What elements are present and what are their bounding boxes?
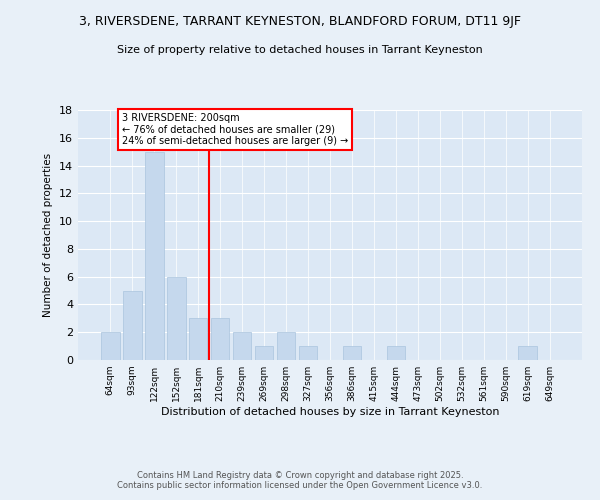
Bar xyxy=(211,318,229,360)
Bar xyxy=(101,332,119,360)
Bar xyxy=(145,152,164,360)
Bar xyxy=(343,346,361,360)
X-axis label: Distribution of detached houses by size in Tarrant Keyneston: Distribution of detached houses by size … xyxy=(161,407,499,417)
Text: 3 RIVERSDENE: 200sqm
← 76% of detached houses are smaller (29)
24% of semi-detac: 3 RIVERSDENE: 200sqm ← 76% of detached h… xyxy=(122,113,349,146)
Text: Contains HM Land Registry data © Crown copyright and database right 2025.
Contai: Contains HM Land Registry data © Crown c… xyxy=(118,470,482,490)
Bar xyxy=(299,346,317,360)
Bar xyxy=(277,332,295,360)
Bar xyxy=(386,346,405,360)
Text: 3, RIVERSDENE, TARRANT KEYNESTON, BLANDFORD FORUM, DT11 9JF: 3, RIVERSDENE, TARRANT KEYNESTON, BLANDF… xyxy=(79,15,521,28)
Y-axis label: Number of detached properties: Number of detached properties xyxy=(43,153,53,317)
Bar xyxy=(255,346,274,360)
Bar xyxy=(123,290,142,360)
Bar xyxy=(233,332,251,360)
Bar xyxy=(189,318,208,360)
Bar xyxy=(167,276,185,360)
Text: Size of property relative to detached houses in Tarrant Keyneston: Size of property relative to detached ho… xyxy=(117,45,483,55)
Bar xyxy=(518,346,537,360)
